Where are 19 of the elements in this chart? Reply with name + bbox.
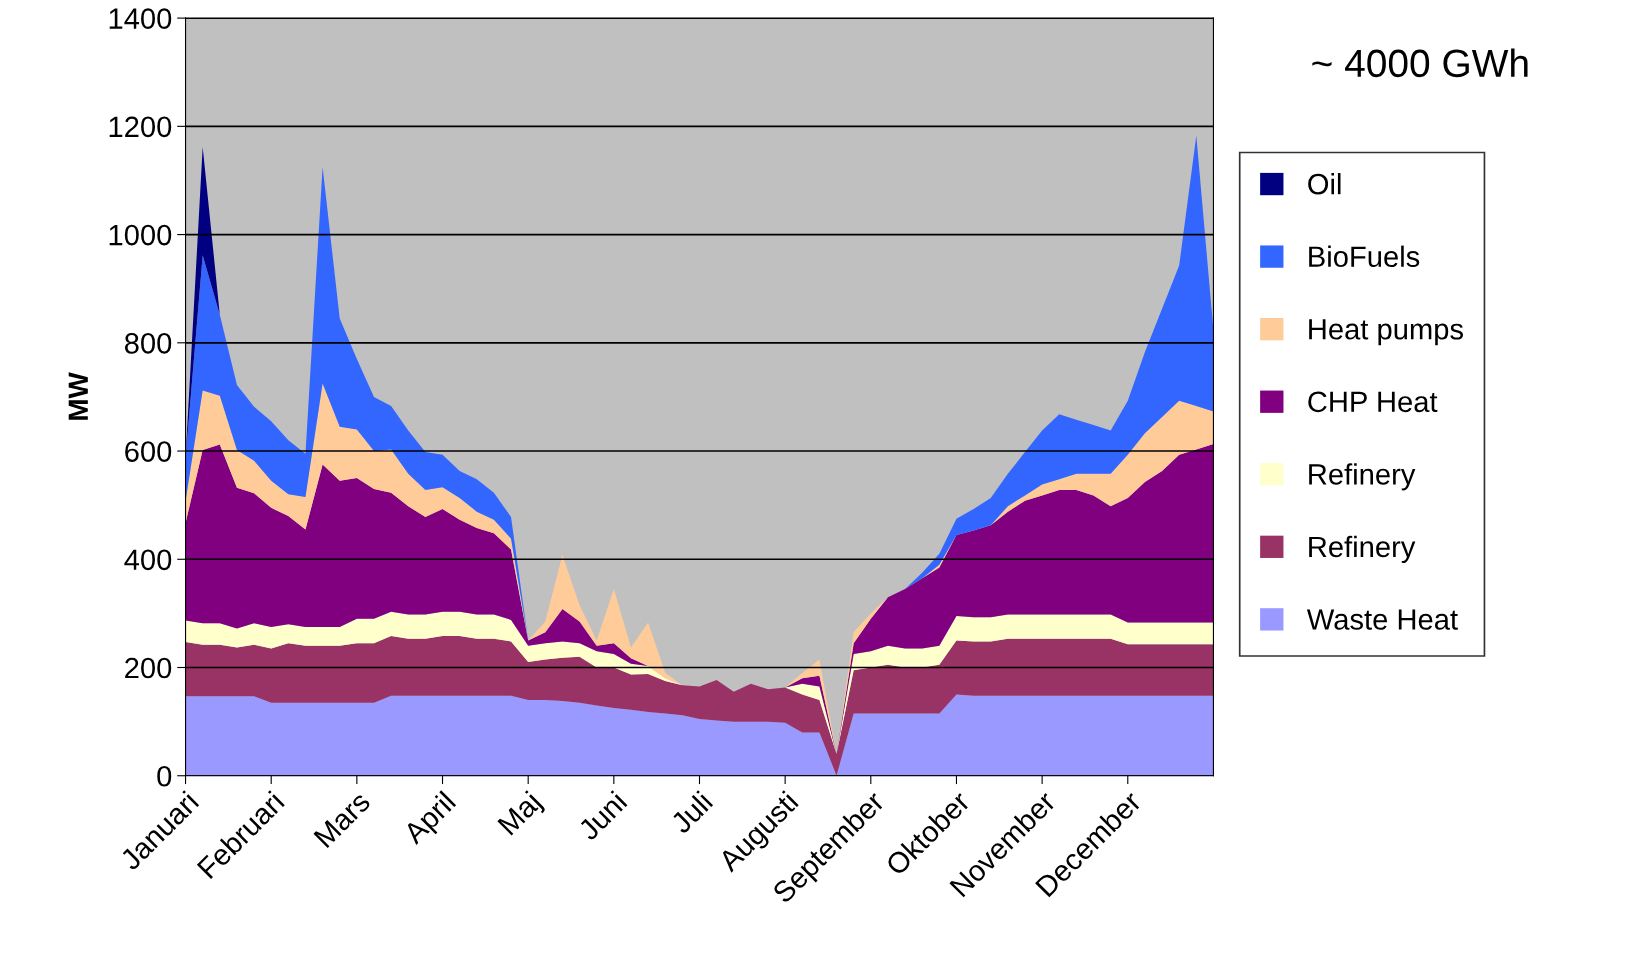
legend-label: BioFuels — [1309, 245, 1420, 268]
legend-label: Refinery — [1309, 463, 1416, 491]
x-tick-label: Juli — [668, 790, 714, 835]
legend-label: Heat pumps — [1309, 319, 1463, 346]
legend-label: Refinery — [1309, 535, 1416, 563]
y-tick-label: 400 — [124, 549, 172, 571]
text: ~ 4000 GWh — [1312, 48, 1528, 78]
legend-label: Oil — [1308, 173, 1341, 195]
y-tick-label: 1200 — [109, 116, 172, 138]
x-tick-label: Maj — [496, 790, 547, 840]
y-tick-label: 800 — [124, 333, 172, 354]
y-tick-label: 1400 — [109, 8, 172, 29]
y-tick-label: 0 — [157, 765, 172, 787]
legend-label: Waste Heat — [1306, 609, 1458, 630]
legend-label: CHP Heat — [1308, 391, 1438, 413]
y-tick-label: 1000 — [109, 224, 172, 246]
y-tick-label: 200 — [125, 657, 172, 679]
y-axis-title: MW — [68, 372, 88, 420]
y-tick-label: 600 — [125, 441, 172, 462]
